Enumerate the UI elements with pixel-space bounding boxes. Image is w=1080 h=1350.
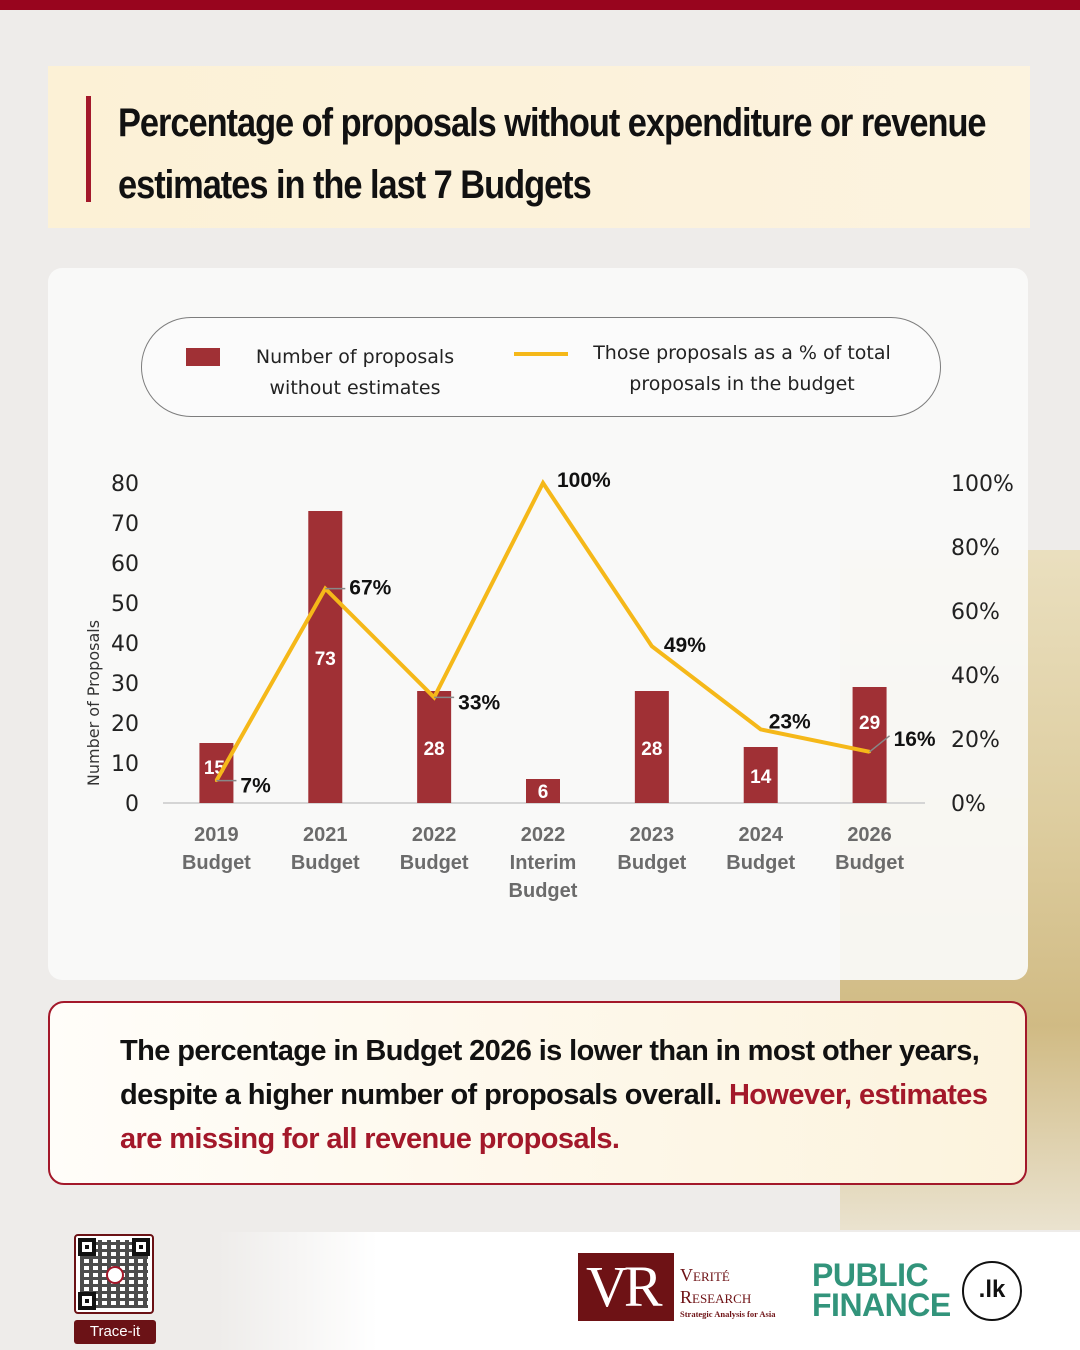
trace-it-icon — [106, 1266, 124, 1284]
line-value-label: 33% — [458, 691, 500, 714]
combo-chart: 0 10 20 30 40 50 60 70 80 0% 20% 40% 60% 80% 100% Numbe… — [84, 469, 1014, 902]
title-accent-bar — [86, 96, 91, 202]
y2-tick-label: 60% — [951, 600, 1000, 625]
top-accent-bar — [0, 0, 1080, 10]
page-title: Percentage of proposals without expendit… — [118, 101, 987, 207]
x-tick-label: 2024 — [738, 824, 783, 846]
y-tick-label: 70 — [111, 512, 139, 537]
lk-badge-icon: .lk — [962, 1261, 1022, 1321]
verite-research-tagline: Strategic Analysis for Asia — [680, 1309, 776, 1319]
bar — [199, 743, 234, 803]
y2-tick-label: 0% — [951, 792, 986, 817]
bar-value-label: 6 — [538, 782, 549, 803]
line-value-label: 49% — [664, 634, 706, 657]
bar — [417, 691, 452, 803]
y2-tick-label: 40% — [951, 664, 1000, 689]
line-point — [759, 727, 763, 731]
y-tick-label: 60 — [111, 552, 139, 577]
line-point — [541, 481, 545, 485]
x-tick-label: Budget — [400, 852, 469, 874]
x-tick-label: 2023 — [630, 824, 675, 846]
x-tick-label: Budget — [726, 852, 795, 874]
x-tick-label: Budget — [835, 852, 904, 874]
line-value-label: 7% — [240, 775, 271, 798]
bar-value-label: 29 — [859, 713, 880, 734]
bar — [743, 747, 778, 803]
y-tick-label: 50 — [111, 592, 139, 617]
y-tick-label: 80 — [111, 472, 139, 497]
x-tick-label: Budget — [182, 852, 251, 874]
legend-bar-label: Number of proposals without estimates — [255, 346, 455, 399]
y-tick-label: 40 — [111, 632, 139, 657]
bar-value-label: 73 — [315, 649, 336, 670]
line-value-label: 16% — [894, 728, 936, 751]
line-point — [650, 644, 654, 648]
x-tick-label: 2026 — [847, 824, 892, 846]
legend-line-label: Those proposals as a % of total proposal… — [593, 342, 891, 395]
pf-line2: FINANCE — [812, 1287, 951, 1323]
x-tick-label: 2022 — [412, 824, 457, 846]
x-tick-label: Budget — [291, 852, 360, 874]
summary-text: The percentage in Budget 2026 is lower t… — [120, 1029, 1020, 1161]
vr-monogram: VR — [586, 1254, 663, 1319]
publicfinance-logo: PUBLIC FINANCE — [812, 1257, 951, 1323]
bar-value-label: 28 — [641, 739, 662, 760]
summary-main: The percentage in Budget 2026 is lower t… — [120, 1035, 980, 1111]
line-value-label: 67% — [349, 577, 391, 600]
trace-it-label[interactable]: Trace-it — [74, 1320, 156, 1344]
legend-bar-swatch — [186, 348, 220, 366]
qr-finder-icon — [78, 1292, 96, 1310]
x-tick-label: Interim — [510, 852, 577, 874]
legend-line-swatch — [514, 352, 568, 356]
pf-line1: PUBLIC — [812, 1257, 929, 1293]
bar — [308, 511, 343, 803]
x-tick-label: 2022 — [521, 824, 566, 846]
y-tick-label: 10 — [111, 752, 139, 777]
x-tick-label: 2019 — [194, 824, 239, 846]
bar — [852, 687, 887, 803]
x-tick-label: Budget — [509, 880, 578, 902]
qr-finder-icon — [78, 1238, 96, 1256]
y-axis-title: Number of Proposals — [84, 620, 103, 786]
qr-code[interactable] — [74, 1234, 154, 1314]
vr-name-line1: Verité — [680, 1265, 730, 1285]
label-leader — [869, 735, 891, 753]
verite-research-name: Verité Research — [680, 1264, 751, 1308]
line-value-label: 23% — [769, 710, 811, 733]
line-value-label: 100% — [557, 469, 611, 492]
summary-callout — [48, 1001, 1027, 1185]
bar-value-label: 14 — [750, 767, 772, 788]
verite-research-logo: VR — [578, 1253, 674, 1321]
title-panel — [48, 66, 1030, 228]
y2-tick-label: 20% — [951, 728, 1000, 753]
y-tick-label: 30 — [111, 672, 139, 697]
bar — [634, 691, 669, 803]
bar-value-label: 28 — [424, 739, 445, 760]
footer — [0, 1232, 1080, 1350]
bar — [526, 779, 560, 803]
x-tick-label: 2021 — [303, 824, 348, 846]
vr-name-line2: Research — [680, 1287, 752, 1307]
chart-legend: Number of proposals without estimates Th… — [141, 317, 941, 417]
y2-tick-label: 100% — [951, 472, 1014, 497]
y-tick-label: 20 — [111, 712, 139, 737]
summary-highlight: However, estimates are missing for all r… — [120, 1079, 988, 1155]
qr-finder-icon — [132, 1238, 150, 1256]
x-tick-label: Budget — [617, 852, 686, 874]
y2-tick-label: 80% — [951, 536, 1000, 561]
y-tick-label: 0 — [125, 792, 139, 817]
